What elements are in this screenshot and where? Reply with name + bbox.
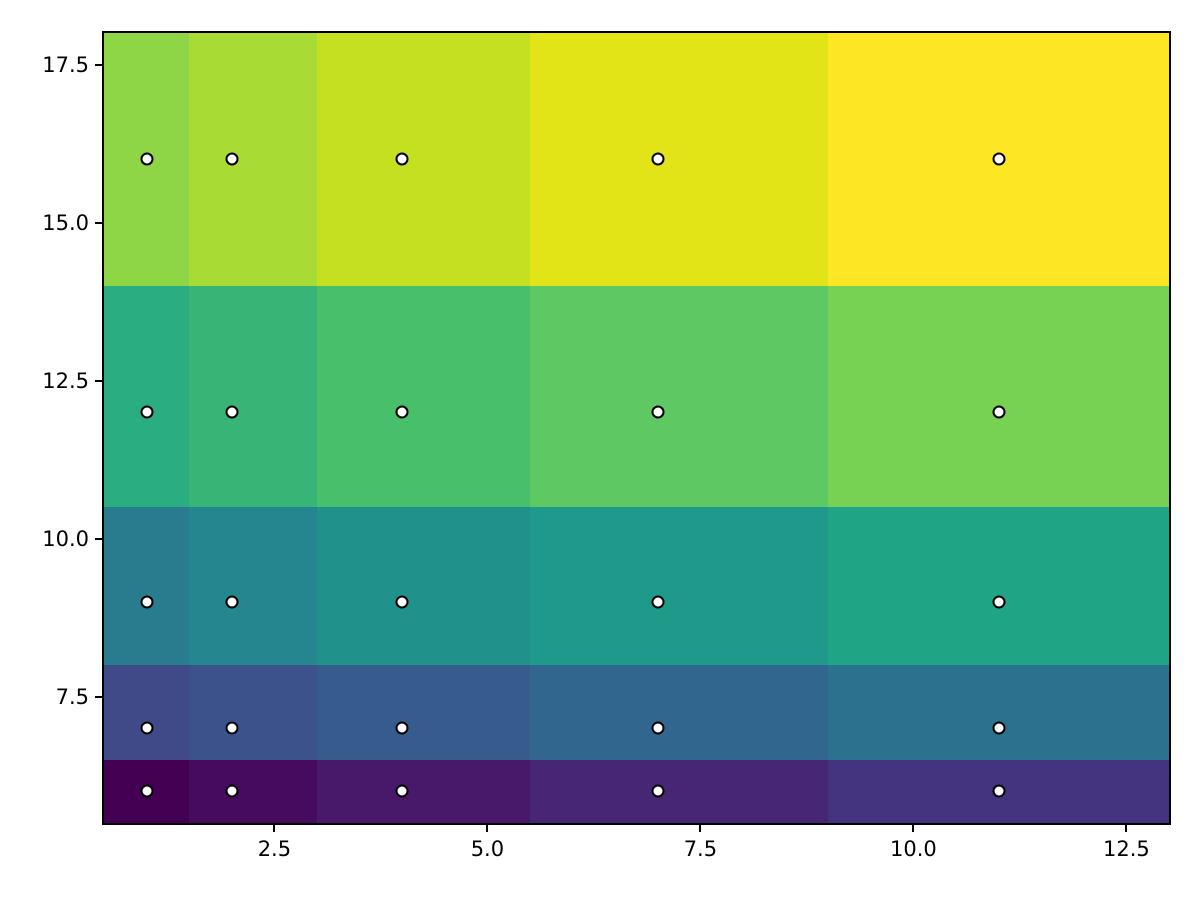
- data-point-marker: [140, 405, 154, 419]
- heatmap-cell: [317, 33, 530, 286]
- y-tick-mark: [95, 379, 102, 382]
- y-tick-mark: [95, 537, 102, 540]
- heatmap-cell: [104, 507, 190, 665]
- heatmap-cell: [189, 285, 317, 507]
- heatmap-cell: [317, 285, 530, 507]
- y-tick-mark: [95, 221, 102, 224]
- heatmap-cell: [189, 665, 317, 760]
- data-point-marker: [651, 784, 665, 798]
- heatmap-cell: [189, 33, 317, 286]
- y-tick-label: 7.5: [55, 684, 89, 709]
- plot-area: [102, 31, 1171, 825]
- y-tick-mark: [95, 695, 102, 698]
- heatmap-cell: [317, 665, 530, 760]
- x-tick-mark: [273, 825, 276, 832]
- heatmap-cell: [828, 507, 1169, 665]
- x-tick-mark: [486, 825, 489, 832]
- data-point-marker: [140, 152, 154, 166]
- heatmap-cell: [104, 665, 190, 760]
- data-point-marker: [140, 784, 154, 798]
- x-tick-label: 2.5: [257, 837, 292, 861]
- heatmap-cell: [189, 507, 317, 665]
- data-point-marker: [225, 405, 239, 419]
- heatmap-cell: [189, 759, 317, 823]
- heatmap-cell: [828, 285, 1169, 507]
- x-tick-label: 12.5: [1103, 837, 1150, 861]
- data-point-marker: [395, 595, 409, 609]
- y-tick-label: 15.0: [42, 210, 89, 235]
- heatmap-cell: [530, 759, 829, 823]
- data-point-marker: [651, 595, 665, 609]
- y-tick-label: 10.0: [42, 526, 89, 551]
- x-tick-mark: [699, 825, 702, 832]
- x-tick-mark: [1125, 825, 1128, 832]
- data-point-marker: [395, 721, 409, 735]
- data-point-marker: [225, 784, 239, 798]
- y-tick-label: 17.5: [42, 52, 89, 77]
- x-tick-mark: [912, 825, 915, 832]
- x-tick-label: 10.0: [890, 837, 937, 861]
- data-point-marker: [992, 595, 1006, 609]
- heatmap-cell: [104, 285, 190, 507]
- data-point-marker: [225, 152, 239, 166]
- data-point-marker: [395, 405, 409, 419]
- data-point-marker: [992, 152, 1006, 166]
- heatmap-cell: [530, 507, 829, 665]
- x-tick-label: 7.5: [683, 837, 718, 861]
- data-point-marker: [651, 721, 665, 735]
- data-point-marker: [992, 405, 1006, 419]
- heatmap-cell: [317, 507, 530, 665]
- data-point-marker: [140, 595, 154, 609]
- heatmap-cell: [530, 665, 829, 760]
- data-point-marker: [395, 784, 409, 798]
- heatmap-cell: [530, 33, 829, 286]
- data-point-marker: [992, 784, 1006, 798]
- data-point-marker: [225, 595, 239, 609]
- heatmap-cell: [530, 285, 829, 507]
- x-tick-label: 5.0: [470, 837, 505, 861]
- data-point-marker: [395, 152, 409, 166]
- data-point-marker: [992, 721, 1006, 735]
- y-tick-label: 12.5: [42, 368, 89, 393]
- heatmap-cell: [317, 759, 530, 823]
- data-point-marker: [225, 721, 239, 735]
- data-point-marker: [651, 405, 665, 419]
- heatmap-layer: [104, 33, 1169, 823]
- data-point-marker: [140, 721, 154, 735]
- y-tick-mark: [95, 63, 102, 66]
- heatmap-cell: [828, 665, 1169, 760]
- data-point-marker: [651, 152, 665, 166]
